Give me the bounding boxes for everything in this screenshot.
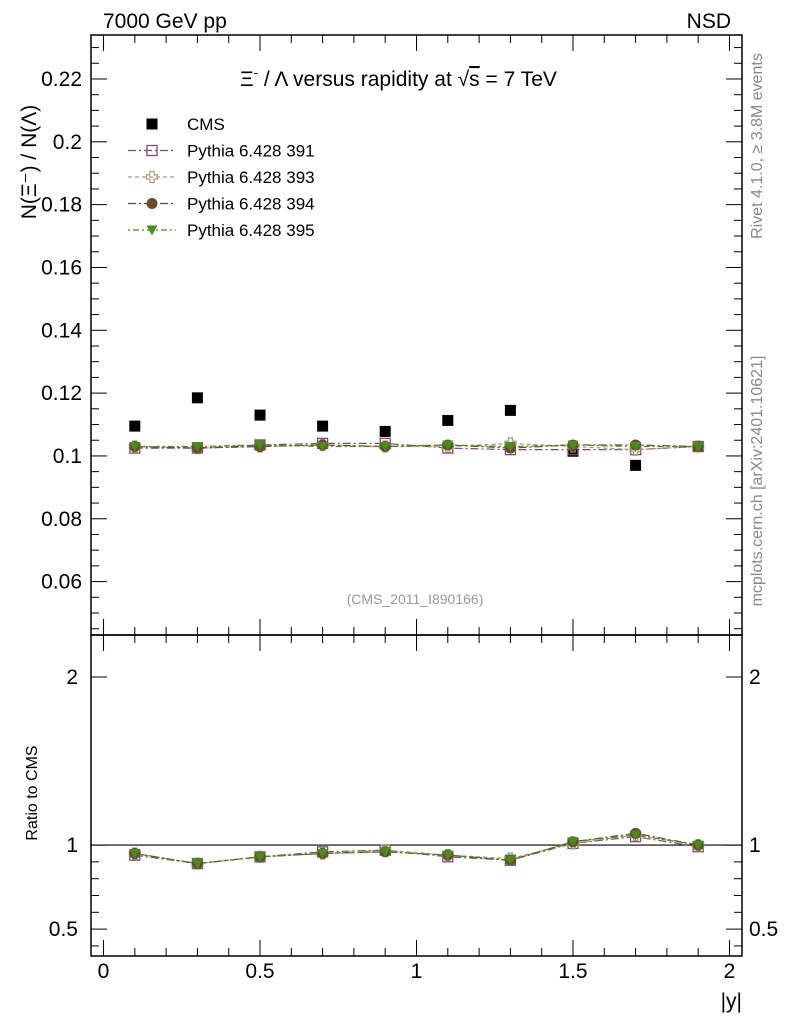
x-tick-label: 1	[411, 960, 423, 983]
data-point-mc	[567, 440, 579, 451]
header-left: 7000 GeV pp	[103, 10, 227, 33]
ratio-frame	[90, 634, 743, 957]
legend-item: Pythia 6.428 393	[128, 168, 315, 187]
data-point-cms	[567, 445, 579, 457]
legend-label: Pythia 6.428 394	[187, 195, 315, 214]
x-tick-label: 1.5	[558, 960, 587, 983]
ratio-point	[191, 859, 203, 870]
ratio-line	[134, 834, 699, 865]
legend-marker	[146, 118, 158, 130]
legend-marker	[146, 198, 158, 209]
data-point-cms	[630, 459, 642, 471]
ratio-point	[317, 848, 329, 859]
ratio-line	[134, 836, 699, 865]
legend-item: Pythia 6.428 391	[128, 142, 315, 161]
ratio-series-2	[129, 827, 704, 870]
y-tick-label-right: 2	[749, 666, 761, 689]
y-tick-label: 0.08	[41, 508, 82, 531]
legend-item: CMS	[146, 115, 225, 134]
y-tick-label: 0.1	[53, 445, 82, 468]
series-line	[134, 442, 699, 451]
data-point-cms	[504, 404, 516, 416]
x-axis-label: |y|	[721, 990, 742, 1013]
y-tick-label: 0.06	[41, 571, 82, 594]
y-tick-label: 0.2	[53, 131, 82, 154]
ratio-point	[630, 830, 642, 841]
ratio-point	[567, 837, 579, 848]
ratio-line	[134, 832, 699, 865]
series-line	[134, 444, 699, 449]
x-tick-label: 0.5	[245, 960, 274, 983]
data-point-cms	[129, 420, 141, 432]
series-line	[134, 444, 699, 448]
data-point-mc	[191, 442, 203, 453]
ratio-point	[504, 855, 516, 866]
data-point-cms	[379, 425, 391, 437]
title-s: s	[469, 68, 480, 91]
analysis-tag: (CMS_2011_I890166)	[347, 591, 484, 607]
legend-item: Pythia 6.428 395	[128, 221, 315, 240]
title-energy: = 7 TeV	[480, 68, 557, 91]
y-tick-label-right: 1	[749, 834, 761, 857]
y-tick-label: 0.12	[41, 382, 82, 405]
data-point-mc	[692, 442, 704, 453]
legend: CMS Pythia 6.428 391 Pythia 6.428 393 Pythi…	[128, 115, 315, 240]
series-0	[129, 392, 704, 471]
legend-label: Pythia 6.428 393	[187, 168, 315, 187]
legend-label: Pythia 6.428 395	[187, 221, 315, 240]
main-plot: 0.06 0.08 0.1 0.12 0.14 0.16 0.18 0.2 0.22	[41, 35, 742, 630]
legend-label: CMS	[187, 115, 225, 134]
ratio-point	[379, 847, 391, 858]
title-minus: -	[254, 65, 258, 80]
data-point-mc	[504, 442, 516, 453]
x-tick-label: 2	[724, 960, 736, 983]
data-point-cms	[191, 392, 203, 404]
title-rest: / Λ versus rapidity at	[258, 68, 458, 91]
series-4	[129, 440, 704, 453]
data-point-mc	[630, 442, 642, 453]
data-point-mc	[254, 440, 266, 451]
chart-title: Ξ- / Λ versus rapidity at √s = 7 TeV	[240, 65, 557, 91]
y-tick-label-left: 1	[66, 834, 78, 857]
title-sqrt: √	[458, 68, 470, 91]
ratio-series-3	[129, 830, 704, 870]
y-tick-label: 0.22	[41, 68, 82, 91]
side-note-bottom: mcplots.cern.ch [arXiv:2401.10621]	[749, 356, 766, 607]
side-note-top: Rivet 4.1.0, ≥ 3.8M events	[749, 53, 766, 239]
y-axis-label-ratio: Ratio to CMS	[24, 745, 41, 840]
header-right: NSD	[687, 10, 731, 33]
legend-label: Pythia 6.428 391	[187, 142, 315, 161]
x-tick-label: 0	[98, 960, 110, 983]
legend-marker	[146, 225, 158, 236]
ratio-plot: 0 0.5 1 1.5 2 0.5 0.5 1 1 2 2	[49, 619, 778, 983]
y-tick-label: 0.14	[41, 319, 82, 342]
legend-item: Pythia 6.428 394	[128, 195, 315, 214]
data-point-mc	[129, 442, 141, 453]
legend-marker	[146, 144, 158, 157]
title-xi: Ξ	[240, 68, 254, 91]
data-point-cms	[442, 414, 454, 426]
y-tick-label-left: 0.5	[49, 918, 78, 941]
data-point-cms	[317, 420, 329, 432]
data-point-mc	[442, 440, 454, 451]
y-tick-label-left: 2	[66, 666, 78, 689]
ratio-point	[692, 840, 704, 851]
ratio-point	[442, 850, 454, 861]
legend-marker	[145, 170, 159, 184]
series-line	[134, 442, 699, 451]
y-tick-label: 0.16	[41, 256, 82, 279]
y-axis-label-main: N(Ξ⁻) / N(Λ)	[18, 105, 41, 220]
data-point-cms	[254, 409, 266, 421]
data-point-mc	[379, 442, 391, 453]
ratio-point	[254, 852, 266, 863]
data-point-mc	[317, 442, 329, 453]
y-tick-label-right: 0.5	[749, 918, 778, 941]
y-tick-label: 0.18	[41, 194, 82, 217]
ratio-point	[129, 848, 141, 859]
